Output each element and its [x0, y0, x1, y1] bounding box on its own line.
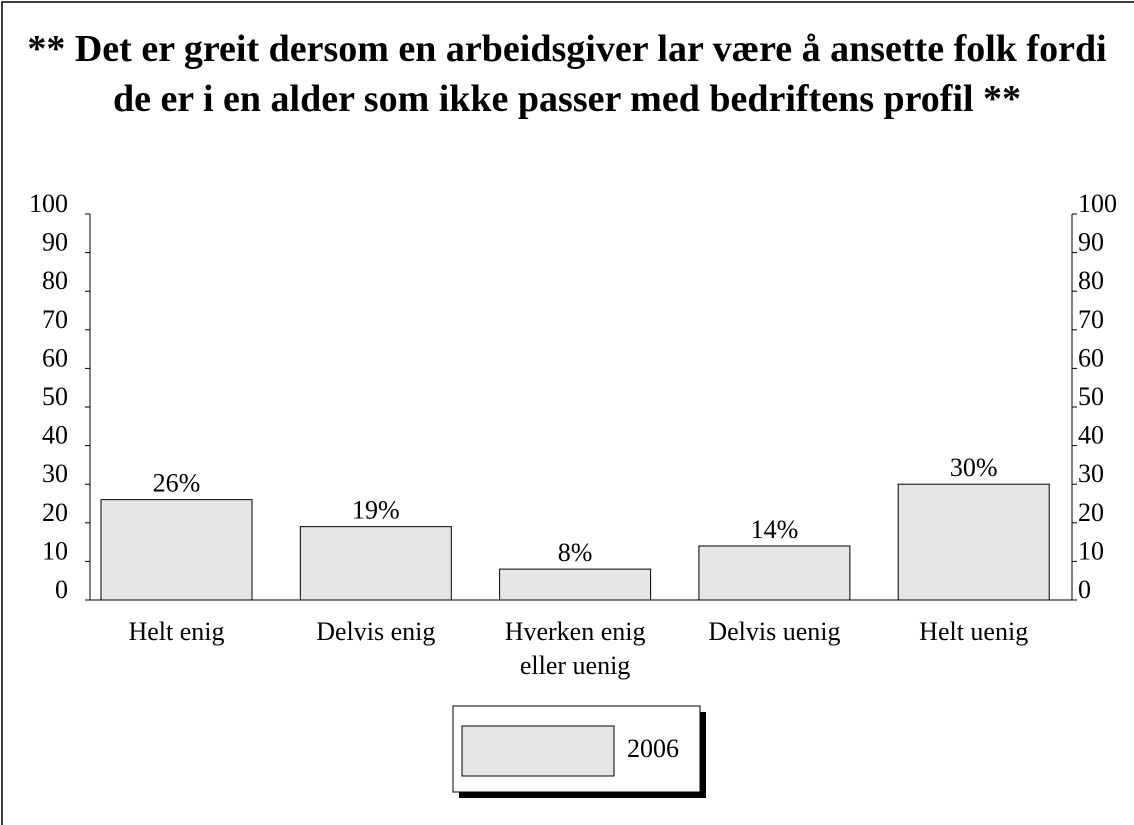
y2-tick-label: 70	[1078, 305, 1104, 334]
y-tick-label: 0	[55, 575, 68, 604]
y2-tick-label: 40	[1078, 421, 1104, 450]
y-tick-label: 100	[29, 189, 68, 218]
y2-tick-label: 20	[1078, 498, 1104, 527]
bar	[299, 526, 452, 601]
y2-tick-label: 80	[1078, 266, 1104, 295]
legend-swatch	[461, 725, 615, 777]
x-tick-label: Hverken enig eller uenig	[504, 617, 646, 680]
data-label: 19%	[352, 496, 400, 525]
y2-tick-label: 10	[1078, 536, 1104, 565]
data-label: 30%	[950, 453, 998, 482]
data-label: 14%	[751, 515, 799, 544]
x-tick-label: Delvis uenig	[708, 617, 841, 646]
y-tick-label: 20	[42, 498, 68, 527]
y2-tick-label: 50	[1078, 382, 1104, 411]
bar	[499, 568, 652, 601]
y-tick-label: 90	[42, 228, 68, 257]
x-tick-label: Delvis enig	[316, 617, 436, 646]
x-tick-label: Helt uenig	[919, 617, 1029, 646]
bar	[100, 499, 253, 601]
y2-tick-label: 60	[1078, 343, 1104, 372]
bar	[698, 545, 851, 601]
legend-label: 2006	[627, 734, 679, 763]
chart-title: ** Det er greit dersom en arbeidsgiver l…	[27, 28, 1107, 120]
y-tick-label: 10	[42, 536, 68, 565]
y2-tick-label: 30	[1078, 459, 1104, 488]
data-label: 26%	[153, 469, 201, 498]
bar	[897, 483, 1050, 601]
y2-tick-label: 90	[1078, 228, 1104, 257]
data-label: 8%	[558, 538, 593, 567]
y-tick-label: 80	[42, 266, 68, 295]
y-tick-label: 40	[42, 421, 68, 450]
x-tick-label: Helt enig	[128, 617, 225, 646]
y2-tick-label: 0	[1078, 575, 1091, 604]
y-tick-label: 30	[42, 459, 68, 488]
y-tick-label: 60	[42, 343, 68, 372]
y-tick-label: 70	[42, 305, 68, 334]
y-tick-label: 50	[42, 382, 68, 411]
y2-tick-label: 100	[1078, 189, 1117, 218]
